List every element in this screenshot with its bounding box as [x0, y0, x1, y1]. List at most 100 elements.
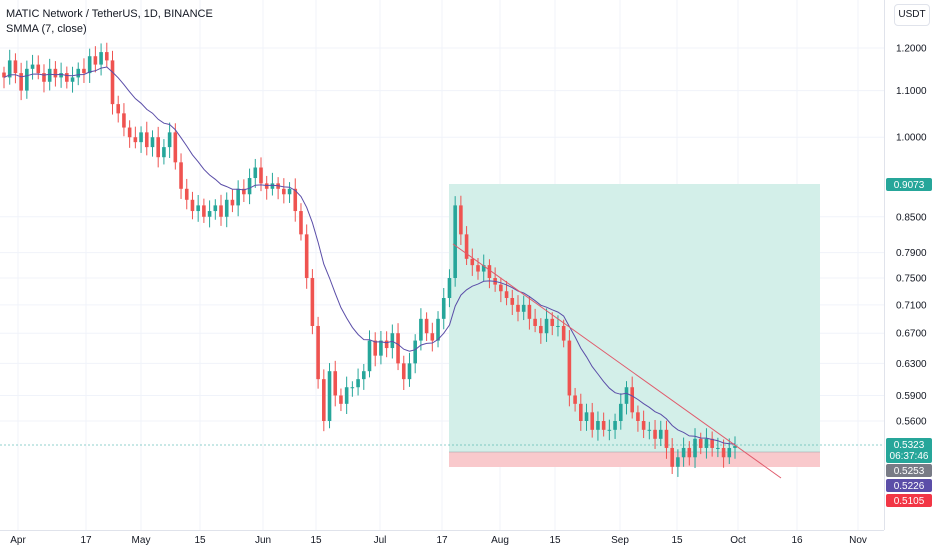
candle-body — [504, 291, 509, 299]
candle-body — [339, 395, 343, 404]
candle-body — [156, 137, 160, 158]
candle-body — [419, 318, 423, 341]
candle-body — [7, 60, 12, 78]
candle-body — [681, 447, 686, 458]
price-tick-label: 0.6300 — [896, 359, 927, 370]
candle-body — [464, 234, 469, 259]
price-axis[interactable]: 1.2000 1.1000 1.0000 0.8500 0.7900 0.7500 0.71… — [896, 44, 927, 428]
time-tick-label: 17 — [436, 535, 448, 546]
candle-body — [2, 72, 6, 78]
candle-body — [93, 56, 98, 65]
candle-body — [636, 412, 640, 421]
candle-body — [196, 205, 200, 212]
candle-body — [441, 298, 446, 319]
candle-body — [516, 304, 520, 312]
candle-body — [390, 333, 395, 349]
stop-price-tag-text: 0.5105 — [894, 496, 925, 507]
candle-body — [53, 68, 58, 78]
candle-body — [282, 188, 286, 195]
trendline[interactable] — [452, 243, 782, 479]
candle-body — [499, 284, 503, 292]
candle-body — [567, 340, 572, 396]
candle-body — [424, 318, 429, 334]
candle-body — [167, 132, 172, 148]
candle-body — [407, 363, 412, 380]
price-tick-label: 0.6700 — [896, 329, 927, 340]
candle-body — [213, 205, 218, 212]
price-tick-label: 1.2000 — [896, 44, 927, 55]
candle-body — [539, 325, 543, 334]
candle-body — [179, 162, 183, 189]
candle-body — [653, 429, 657, 439]
candle-body — [556, 325, 560, 327]
price-tick-label: 0.7500 — [896, 274, 927, 285]
candle-body — [401, 363, 406, 380]
candle-body — [658, 429, 663, 439]
candle-body — [630, 387, 635, 413]
candle-body — [510, 298, 515, 305]
currency-button[interactable]: USDT — [894, 4, 930, 26]
candle-body — [127, 127, 132, 138]
candle-body — [613, 421, 617, 430]
time-tick-label: 15 — [310, 535, 322, 546]
level-price-tag-text: 0.5253 — [894, 466, 925, 477]
candle-body — [293, 188, 298, 212]
candle-body — [299, 211, 303, 235]
candle-body — [584, 412, 589, 421]
candle-body — [190, 199, 195, 212]
candle-body — [596, 421, 600, 430]
candle-body — [624, 387, 629, 404]
candle-body — [550, 318, 555, 326]
candle-body — [36, 64, 41, 74]
candle-body — [710, 438, 714, 448]
candle-body — [379, 340, 383, 356]
target-zone[interactable] — [449, 184, 820, 452]
symbol-title[interactable]: MATIC Network / TetherUS, 1D, BINANCE — [6, 8, 213, 20]
candle-body — [590, 412, 595, 430]
candle-body — [527, 304, 532, 319]
candle-body — [264, 183, 269, 189]
time-tick-label: Jul — [374, 535, 387, 546]
candle-body — [453, 205, 457, 279]
candle-body — [133, 137, 138, 143]
time-tick-label: Aug — [491, 535, 509, 546]
candle-body — [287, 188, 292, 195]
candle-body — [230, 199, 235, 206]
time-axis[interactable]: Apr 17 May 15 Jun 15 Jul 17 Aug 15 Sep 15 Oct 16 Nov — [10, 535, 867, 546]
time-tick-label: May — [132, 535, 151, 546]
candle-body — [25, 68, 29, 91]
candle-body — [459, 205, 463, 235]
time-tick-label: 15 — [671, 535, 683, 546]
candle-body — [601, 421, 606, 430]
candle-body — [247, 178, 252, 195]
smma-price-tag-text: 0.5226 — [894, 481, 925, 492]
candle-body — [481, 265, 486, 272]
target-price-tag-text: 0.9073 — [894, 180, 925, 191]
candle-body — [447, 278, 452, 299]
candle-body — [116, 104, 121, 114]
time-tick-label: Sep — [611, 535, 629, 546]
candle-body — [733, 445, 737, 448]
candle-body — [122, 113, 126, 128]
price-tick-label: 0.5600 — [896, 417, 927, 428]
candle-body — [70, 77, 75, 82]
candle-body — [664, 429, 669, 448]
candle-body — [270, 183, 275, 189]
indicator-label[interactable]: SMMA (7, close) — [6, 23, 87, 35]
stop-zone[interactable] — [449, 452, 820, 467]
candle-body — [670, 447, 674, 467]
candle-body — [65, 73, 69, 82]
candle-body — [573, 395, 577, 404]
candle-body — [139, 132, 143, 143]
candle-body — [647, 429, 652, 431]
candle-body — [13, 60, 18, 74]
candle-body — [104, 52, 109, 61]
candle-body — [579, 403, 583, 421]
candle-body — [413, 340, 417, 364]
price-tick-label: 1.1000 — [896, 86, 927, 97]
candle-body — [150, 137, 155, 148]
chart-legend: MATIC Network / TetherUS, 1D, BINANCE SM… — [6, 7, 213, 37]
last-price-tag-text: 0.5323 — [894, 440, 925, 451]
candle-body — [396, 333, 400, 364]
